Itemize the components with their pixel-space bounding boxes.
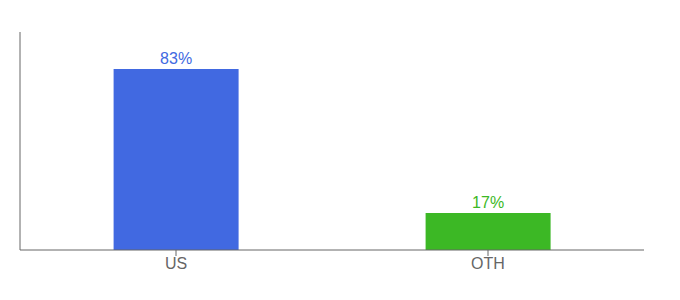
- svg-text:OTH: OTH: [471, 255, 505, 272]
- svg-text:17%: 17%: [472, 194, 504, 211]
- svg-text:US: US: [165, 255, 187, 272]
- svg-text:83%: 83%: [160, 50, 192, 67]
